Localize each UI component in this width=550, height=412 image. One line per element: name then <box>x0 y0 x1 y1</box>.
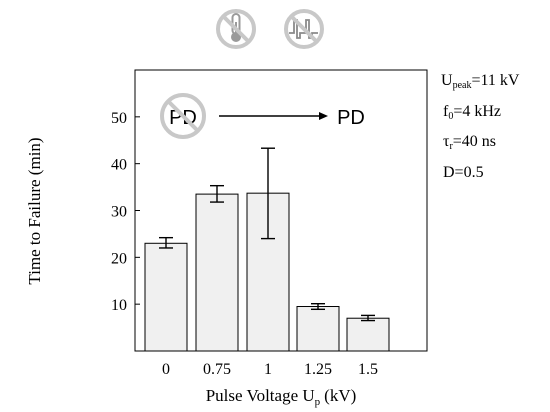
param-f0: f0=4 kHz <box>443 103 501 122</box>
x-tick-label: 1 <box>264 361 272 378</box>
x-axis-label-main: Pulse Voltage U <box>206 386 315 405</box>
param-duty: D=0.5 <box>443 164 484 181</box>
x-axis-label: Pulse Voltage Up (kV) <box>206 386 357 408</box>
bars <box>144 192 390 352</box>
error-bars <box>159 147 375 322</box>
pd-label: PD <box>337 107 365 129</box>
no-temperature-icon <box>216 9 256 49</box>
x-axis-tick-labels: 0 0.75 1 1.25 1.5 <box>162 361 378 378</box>
y-tick-label: 50 <box>111 110 127 127</box>
y-tick-label: 40 <box>111 157 127 174</box>
y-tick-label: 20 <box>111 250 127 267</box>
no-pulse-waveform-icon <box>284 9 324 49</box>
bar-0.75 <box>195 193 239 352</box>
x-axis-label-unit: (kV) <box>324 386 356 405</box>
bar-1.5 <box>346 317 390 352</box>
x-tick-label: 0.75 <box>203 361 231 378</box>
x-tick-label: 1.5 <box>358 361 378 378</box>
x-tick-label: 0 <box>162 361 170 378</box>
x-axis-label-sub: p <box>315 396 321 408</box>
bar-1.25 <box>296 306 340 352</box>
x-tick-label: 1.25 <box>304 361 332 378</box>
pd-crossed-annotation: PD <box>160 93 206 139</box>
y-axis-label: Time to Failure (min) <box>25 137 44 284</box>
param-tau: τr=40 ns <box>443 133 496 152</box>
param-upeak: Upeak=11 kV <box>441 72 520 91</box>
y-tick-label: 10 <box>111 297 127 314</box>
arrow <box>219 112 328 120</box>
y-axis-ticks: 10 20 30 40 50 <box>111 110 140 314</box>
y-tick-label: 30 <box>111 204 127 221</box>
bar-0 <box>144 242 188 352</box>
